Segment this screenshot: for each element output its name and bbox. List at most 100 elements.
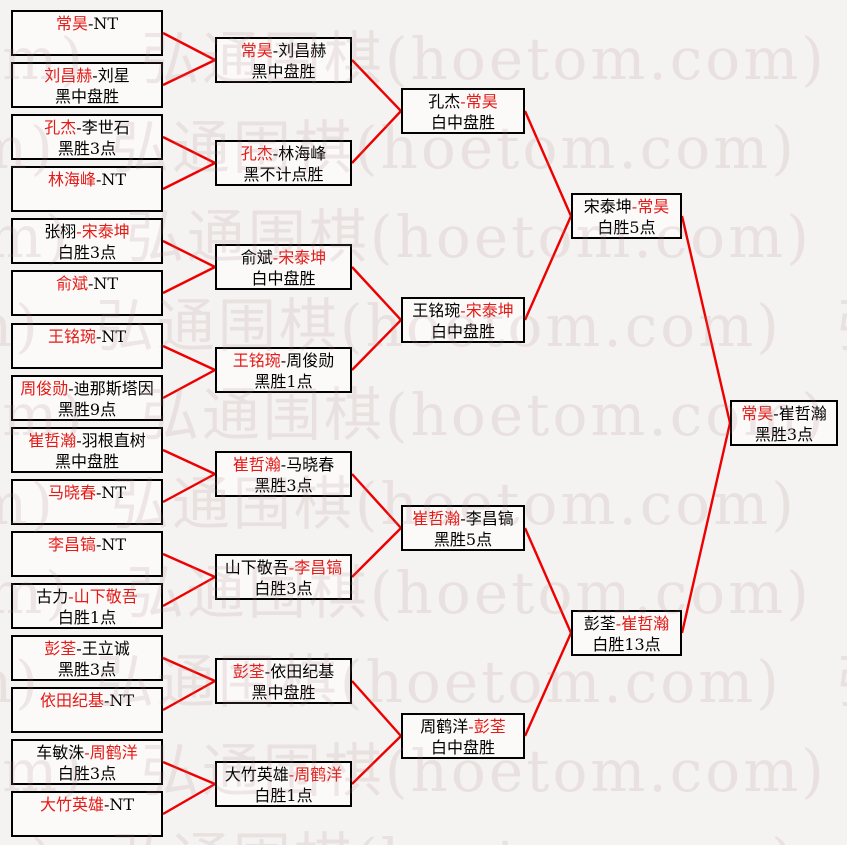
match-result: 黑胜9点 [57,400,117,419]
match-box-round-1-15: 车敏洙-周鹤洋 白胜3点 [11,739,163,785]
player2-name: 羽根直树 [81,431,146,450]
match-pairing: 孔杰-林海峰 [217,143,350,164]
match-pairing: 彭荃-王立诚 [13,638,161,659]
match-result: 黑中盘胜 [54,452,119,471]
match-pairing: 大竹英雄-周鹤洋 [217,764,350,785]
match-box-quarterfinals-1: 孔杰-常昊 白中盘胜 [401,88,525,134]
dash-separator: - [76,118,82,137]
player2-name: 常昊 [637,197,670,216]
player2-name: 崔哲瀚 [778,404,827,423]
dash-separator: - [95,327,102,346]
match-result: 黑中盘胜 [251,62,316,81]
player2-name: NT [101,535,127,554]
match-pairing: 崔哲瀚-马晓春 [217,454,350,475]
match-result: 黑中盘胜 [251,683,316,702]
player2-name: 刘星 [97,66,130,85]
match-result: 白中盘胜 [430,322,495,341]
dash-separator: - [468,717,474,736]
connector-line [351,527,402,578]
connector-line [162,760,216,786]
match-result: 白胜1点 [254,786,313,805]
dash-separator: - [272,144,279,163]
player1-name: 王铭琬 [412,301,461,320]
match-box-round-1-6: 俞斌-NT [11,270,163,316]
match-pairing: 王铭琬-宋泰坤 [403,300,523,321]
connector-line [162,135,216,165]
player1-name: 大竹英雄 [224,765,289,784]
dash-separator: - [288,558,295,577]
connector-line [162,782,216,816]
dash-separator: - [631,197,638,216]
match-pairing: 俞斌-宋泰坤 [217,247,350,268]
match-pairing: 李昌镐-NT [13,534,161,555]
match-pairing: 崔哲瀚-李昌镐 [403,508,523,529]
match-box-round-2-5: 崔哲瀚-马晓春 黑胜3点 [215,451,352,497]
player2-name: 依田纪基 [270,662,335,681]
match-result: 白胜3点 [57,764,117,783]
match-box-round-1-3: 孔杰-李世石 黑胜3点 [11,114,163,160]
match-result: 白中盘胜 [430,738,495,757]
match-box-round-2-1: 常昊-刘昌赫 黑中盘胜 [215,37,352,83]
match-box-round-2-8: 大竹英雄-周鹤洋 白胜1点 [215,761,352,807]
match-pairing: 山下敬吾-李昌镐 [217,557,350,578]
player2-name: 周俊勋 [286,351,335,370]
match-result: 黑胜3点 [754,425,814,444]
player2-name: NT [101,327,127,346]
player2-name: NT [109,795,135,814]
player1-name: 常昊 [741,404,774,423]
player1-name: 张栩 [44,222,77,241]
match-box-round-1-5: 张栩-宋泰坤 白胜3点 [11,218,163,264]
dash-separator: - [264,662,271,681]
match-result: 白中盘胜 [430,113,495,132]
connector-line [523,215,573,321]
player1-name: 孔杰 [240,144,273,163]
match-result: 黑胜5点 [433,530,493,549]
dash-separator: - [76,431,82,450]
player2-name: 马晓春 [286,455,335,474]
match-result: 黑胜1点 [254,372,313,391]
player1-name: 崔哲瀚 [232,455,281,474]
dash-separator: - [103,795,110,814]
match-result: 黑胜3点 [57,139,117,158]
match-result: 白胜3点 [57,243,117,262]
match-pairing: 周鹤洋-彭荃 [403,716,523,737]
dash-separator: - [272,41,279,60]
connector-line [351,473,402,529]
player2-name: 林海峰 [278,144,327,163]
dash-separator: - [460,301,466,320]
player2-name: 迪那斯塔因 [73,379,154,398]
match-pairing: 古力-山下敬吾 [13,586,161,607]
match-pairing: 依田纪基-NT [13,690,161,711]
match-pairing: 张栩-宋泰坤 [13,221,161,242]
match-result: 白胜13点 [592,635,661,654]
dash-separator: - [103,691,110,710]
dash-separator: - [460,509,466,528]
player2-name: 李昌镐 [294,558,343,577]
player2-name: 崔哲瀚 [621,614,670,633]
connector-line [162,552,216,579]
dash-separator: - [773,404,779,423]
match-box-final-1: 常昊-崔哲瀚黑胜3点 [730,400,838,446]
connector-line [162,656,216,683]
player1-name: 依田纪基 [39,691,104,710]
dash-separator: - [95,170,102,189]
player1-name: 俞斌 [240,248,273,267]
connector-line [162,265,216,295]
match-result: 白胜5点 [597,218,656,237]
dash-separator: - [87,14,94,33]
player2-name: 周鹤洋 [294,765,343,784]
player2-name: 刘昌赫 [278,41,327,60]
connector-line [351,59,402,112]
connector-line [351,110,402,164]
connector-line [162,448,216,476]
player2-name: 宋泰坤 [81,222,130,241]
match-pairing: 崔哲瀚-羽根直树 [13,430,161,451]
connector-line [162,31,216,62]
match-box-round-2-2: 孔杰-林海峰 黑不计点胜 [215,140,352,186]
player1-name: 李昌镐 [47,535,96,554]
connector-line [680,422,732,634]
match-box-round-1-13: 彭荃-王立诚 黑胜3点 [11,635,163,681]
dash-separator: - [615,614,622,633]
player2-name: NT [109,691,135,710]
